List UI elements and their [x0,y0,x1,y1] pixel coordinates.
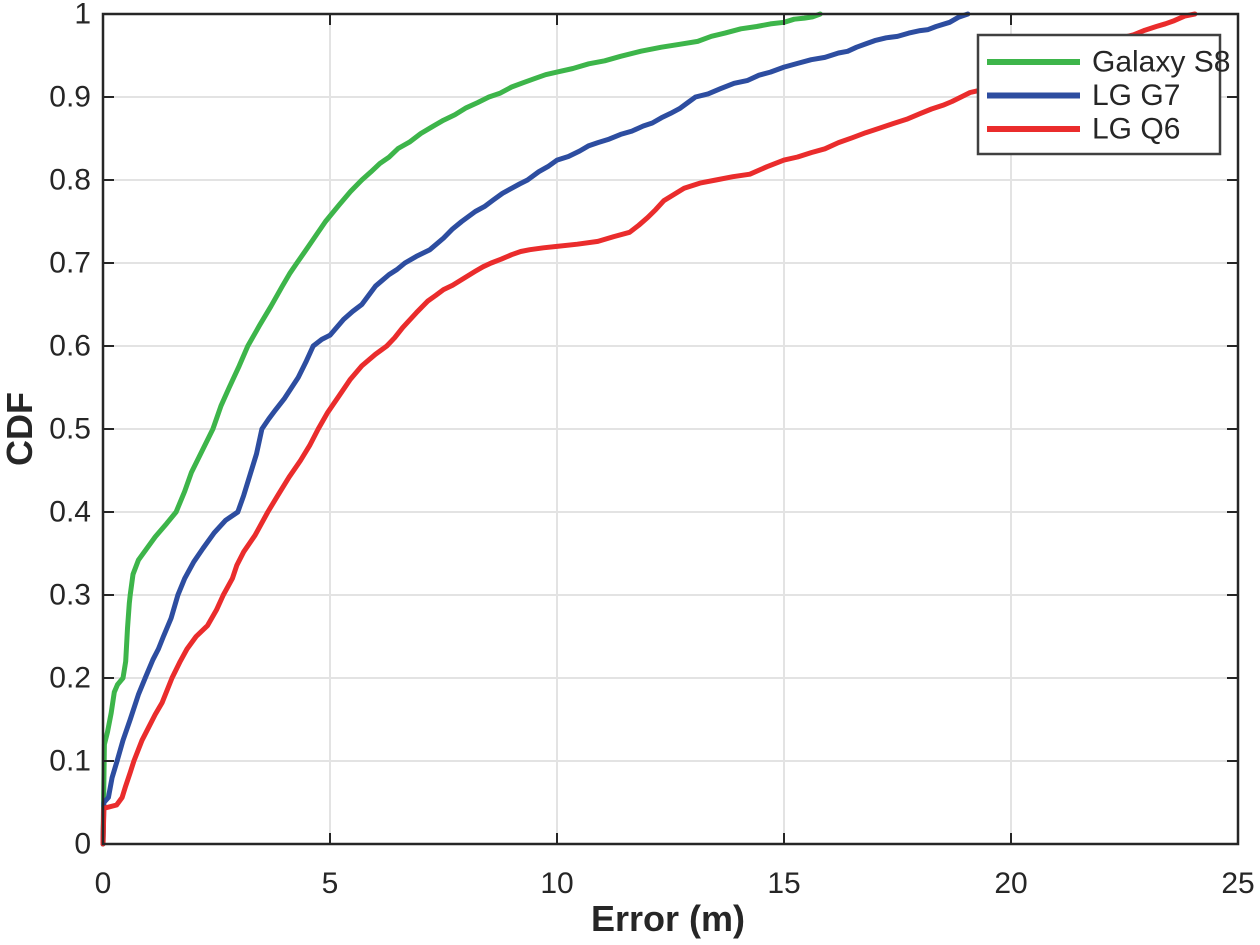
y-tick-label: 0 [74,828,91,861]
x-tick-label: 0 [95,867,112,900]
y-axis-title: CDF [0,392,40,466]
x-tick-label: 15 [767,867,800,900]
legend-label-galaxy-s8: Galaxy S8 [1092,46,1230,79]
y-tick-label: 0.6 [49,330,91,363]
x-tick-label: 10 [540,867,573,900]
y-tick-label: 0.8 [49,164,91,197]
y-tick-label: 0.1 [49,745,91,778]
tick-labels: 0 5 10 15 20 25 0 0.1 0.2 0.3 0.4 0.5 0.6 0.7 0.8 0.9 1 [49,0,1254,900]
x-tick-label: 25 [1221,867,1254,900]
series-line-lg-g7 [100,11,971,847]
y-tick-label: 0.2 [49,662,91,695]
y-tick-label: 0.7 [49,247,91,280]
legend-label-lg-g7: LG G7 [1092,79,1180,112]
legend-label-lg-q6: LG Q6 [1092,113,1180,146]
y-tick-label: 1 [74,0,91,31]
y-tick-label: 0.9 [49,81,91,114]
series-line-galaxy-s8 [100,11,823,847]
axes [101,12,1240,846]
y-tick-label: 0.5 [49,413,91,446]
x-axis-title: Error (m) [591,898,745,939]
series-line-lg-q6 [100,11,1198,847]
x-tick-label: 5 [322,867,339,900]
series-lines [100,11,1198,847]
y-tick-label: 0.4 [49,496,91,529]
x-tick-label: 20 [994,867,1027,900]
y-tick-label: 0.3 [49,579,91,612]
